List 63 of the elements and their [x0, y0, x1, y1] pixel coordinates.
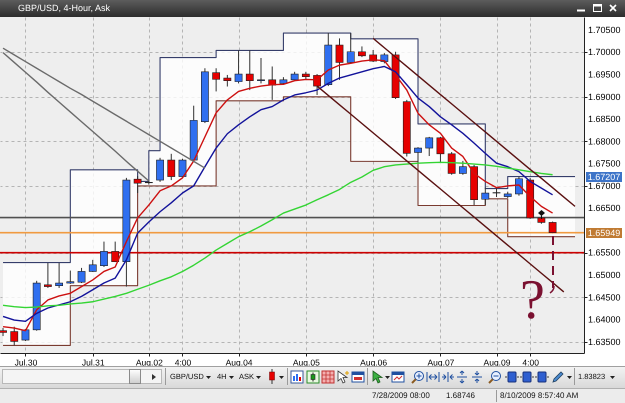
- candlestick: [481, 187, 490, 206]
- y-tick-label: 1.68000: [588, 136, 621, 146]
- candlestick: [436, 136, 444, 164]
- candlestick: [458, 160, 467, 176]
- candlestick: [44, 262, 52, 288]
- candlestick: [134, 176, 142, 194]
- y-tick-label: 1.65000: [588, 270, 621, 280]
- candlestick: [55, 262, 63, 288]
- price-tag: 1.65949: [586, 228, 622, 238]
- y-tick-label: 1.70500: [588, 24, 621, 35]
- y-tick-label: 1.69500: [588, 69, 621, 80]
- x-tick-label: Jul.30: [14, 358, 38, 368]
- y-tick-label: 1.63500: [588, 336, 621, 347]
- y-tick-label: 1.67000: [588, 180, 621, 191]
- y-tick-label: 1.64000: [588, 314, 621, 325]
- sketch-text: ?: [520, 272, 545, 328]
- candlestick: [100, 241, 108, 268]
- x-tick-label: 4:00: [522, 358, 540, 368]
- y-tick-label: 1.70000: [588, 47, 621, 58]
- x-tick-label: Aug.06: [360, 358, 388, 368]
- y-tick-label: 1.67500: [588, 158, 621, 169]
- y-tick-label: 1.68500: [588, 114, 621, 124]
- candlestick: [246, 50, 254, 91]
- candlestick: [156, 157, 164, 182]
- x-tick-label: 4:00: [174, 358, 192, 368]
- x-tick-label: Aug.09: [484, 358, 511, 368]
- candlestick: [448, 152, 456, 176]
- line-series: [2, 52, 150, 182]
- x-tick-label: Aug.04: [226, 358, 253, 368]
- x-tick-label: Aug.02: [136, 358, 164, 368]
- candlestick: [515, 176, 523, 196]
- price-tag: 1.67207: [586, 172, 622, 182]
- candlestick: [167, 153, 176, 181]
- candlestick: [257, 57, 265, 84]
- candlestick: [88, 259, 97, 272]
- y-tick-label: 1.69000: [588, 92, 621, 102]
- line-series: [2, 47, 206, 169]
- y-tick-label: 1.66500: [588, 203, 621, 214]
- candlestick: [212, 68, 220, 92]
- x-tick-label: Aug.07: [427, 358, 455, 368]
- candlestick: [66, 270, 74, 284]
- candlestick: [492, 187, 500, 198]
- y-tick-label: 1.64500: [588, 292, 621, 302]
- candlestick: [414, 146, 422, 164]
- status-text: 7/28/2009 08:00: [372, 391, 430, 401]
- candlestick: [22, 328, 30, 342]
- candlestick: [346, 32, 355, 64]
- candlestick: [234, 50, 242, 84]
- candlestick: [425, 136, 434, 157]
- candlestick: [358, 46, 366, 58]
- candlestick: [10, 326, 18, 346]
- status-text: 8/10/2009 8:57:40 AM: [500, 391, 578, 401]
- chart-title: GBP/USD, 4-Hour, Ask: [18, 3, 110, 14]
- candlestick: [336, 38, 344, 80]
- candlestick: [78, 267, 86, 284]
- candlestick: [111, 241, 120, 263]
- y-tick-label: 1.65500: [588, 248, 621, 258]
- candlestick: [178, 158, 186, 178]
- line-series: [372, 38, 576, 208]
- x-tick-label: Jul.31: [82, 358, 105, 368]
- candlestick: [223, 74, 232, 88]
- status-text: 1.68746: [446, 391, 475, 401]
- x-tick-label: Aug.05: [292, 358, 320, 368]
